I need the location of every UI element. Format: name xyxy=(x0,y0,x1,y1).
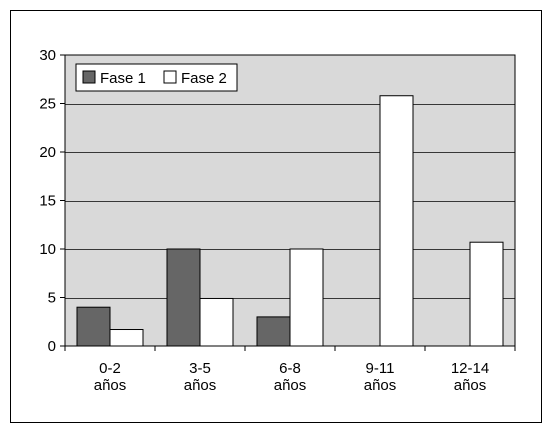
legend-label: Fase 2 xyxy=(181,70,227,87)
legend-box xyxy=(75,63,238,92)
y-tick-label: 10 xyxy=(39,241,56,258)
y-tick-label: 15 xyxy=(39,193,56,210)
bar-fase-2 xyxy=(379,95,414,347)
y-tick-label: 0 xyxy=(48,338,56,355)
x-tick-label: 12-14 xyxy=(451,360,489,377)
x-tick-label: años xyxy=(274,377,307,394)
y-tick-label: 5 xyxy=(48,290,56,307)
x-tick-label: 9-11 xyxy=(366,360,395,377)
x-tick-label: 6-8 xyxy=(279,360,301,377)
bars xyxy=(76,95,504,347)
y-tick-label: 30 xyxy=(39,47,56,64)
y-axis-ticks: 0 5 10 15 20 25 30 xyxy=(39,47,56,355)
bar-fase-1 xyxy=(256,316,291,347)
legend: Fase 1 Fase 2 xyxy=(75,63,238,92)
legend-swatch xyxy=(163,70,177,84)
legend-swatch xyxy=(82,70,96,84)
y-tick-label: 20 xyxy=(39,144,56,161)
x-tick-label: 0-2 xyxy=(99,360,121,377)
axes xyxy=(60,54,516,351)
bar-fase-1 xyxy=(166,248,201,347)
legend-label: Fase 1 xyxy=(100,70,146,87)
bar-fase-1 xyxy=(76,306,111,347)
x-tick-label: años xyxy=(454,377,487,394)
bar-fase-2 xyxy=(469,241,504,347)
x-tick-label: años xyxy=(364,377,397,394)
x-tick-label: años xyxy=(94,377,127,394)
bar-fase-2 xyxy=(199,297,234,347)
bar-fase-2 xyxy=(289,248,324,347)
y-tick-label: 25 xyxy=(39,96,56,113)
x-tick-label: años xyxy=(184,377,217,394)
bar-fase-2 xyxy=(109,329,144,347)
x-tick-label: 3-5 xyxy=(189,360,211,377)
